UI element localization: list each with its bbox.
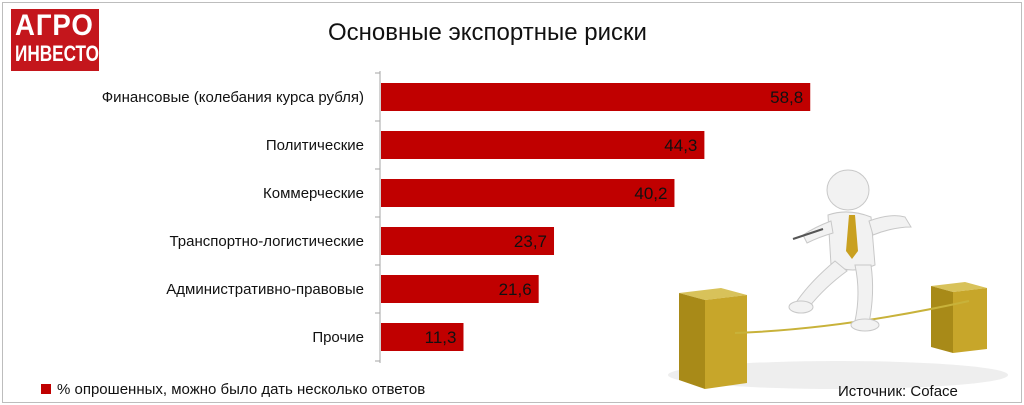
- category-label: Политические: [266, 137, 364, 154]
- bar: [381, 179, 675, 207]
- category-label: Административно-правовые: [166, 281, 364, 298]
- value-label: 44,3: [664, 136, 697, 155]
- bar: [381, 275, 539, 303]
- category-label: Финансовые (колебания курса рубля): [102, 89, 364, 106]
- figure-back-foot: [788, 300, 814, 314]
- legend-swatch: [41, 384, 51, 394]
- logo-line1: АГРО: [15, 9, 94, 42]
- value-label: 21,6: [499, 280, 532, 299]
- balance-pole: [792, 228, 824, 240]
- bar: [381, 131, 705, 159]
- category-label: Транспортно-логистические: [169, 233, 364, 250]
- figure-tie-icon: [846, 215, 858, 259]
- agroinvestor-logo: АГРО ИНВЕСТОР: [11, 9, 99, 71]
- category-label: Прочие: [312, 329, 364, 346]
- bar: [381, 83, 811, 111]
- category-label: Коммерческие: [263, 185, 364, 202]
- figure-head: [826, 169, 870, 211]
- figure-front-leg: [854, 264, 874, 324]
- bar: [381, 227, 555, 255]
- right-block-front: [931, 286, 953, 353]
- legend-label: % опрошенных, можно было дать несколько …: [57, 381, 426, 398]
- left-block-front: [679, 293, 705, 389]
- value-label: 11,3: [425, 328, 457, 347]
- value-label: 23,7: [514, 232, 547, 251]
- tightrope: [734, 300, 970, 334]
- left-block-side: [705, 295, 747, 389]
- right-block-side: [953, 288, 987, 353]
- figure-right-arm: [868, 215, 912, 236]
- figure-left-arm: [802, 220, 834, 244]
- logo-line2: ИНВЕСТОР: [15, 41, 99, 66]
- right-block-top: [931, 282, 987, 292]
- bar-chart: Финансовые (колебания курса рубля) 58,8 По…: [102, 71, 1008, 389]
- source-note: Источник: Coface: [838, 383, 958, 400]
- tightrope-walker-illustration: [668, 169, 1008, 389]
- left-block-top: [679, 288, 747, 300]
- value-label: 58,8: [770, 88, 803, 107]
- figure-back-leg: [796, 260, 848, 308]
- legend: % опрошенных, можно было дать несколько …: [41, 381, 425, 398]
- chart-title: Основные экспортные риски: [328, 19, 647, 46]
- bar: [381, 323, 464, 351]
- ground-shadow: [668, 361, 1008, 389]
- value-label: 40,2: [634, 184, 667, 203]
- bars-layer: Финансовые (колебания курса рубля) 58,8 По…: [102, 72, 811, 362]
- figure: [788, 169, 912, 332]
- figure-front-foot: [850, 318, 880, 332]
